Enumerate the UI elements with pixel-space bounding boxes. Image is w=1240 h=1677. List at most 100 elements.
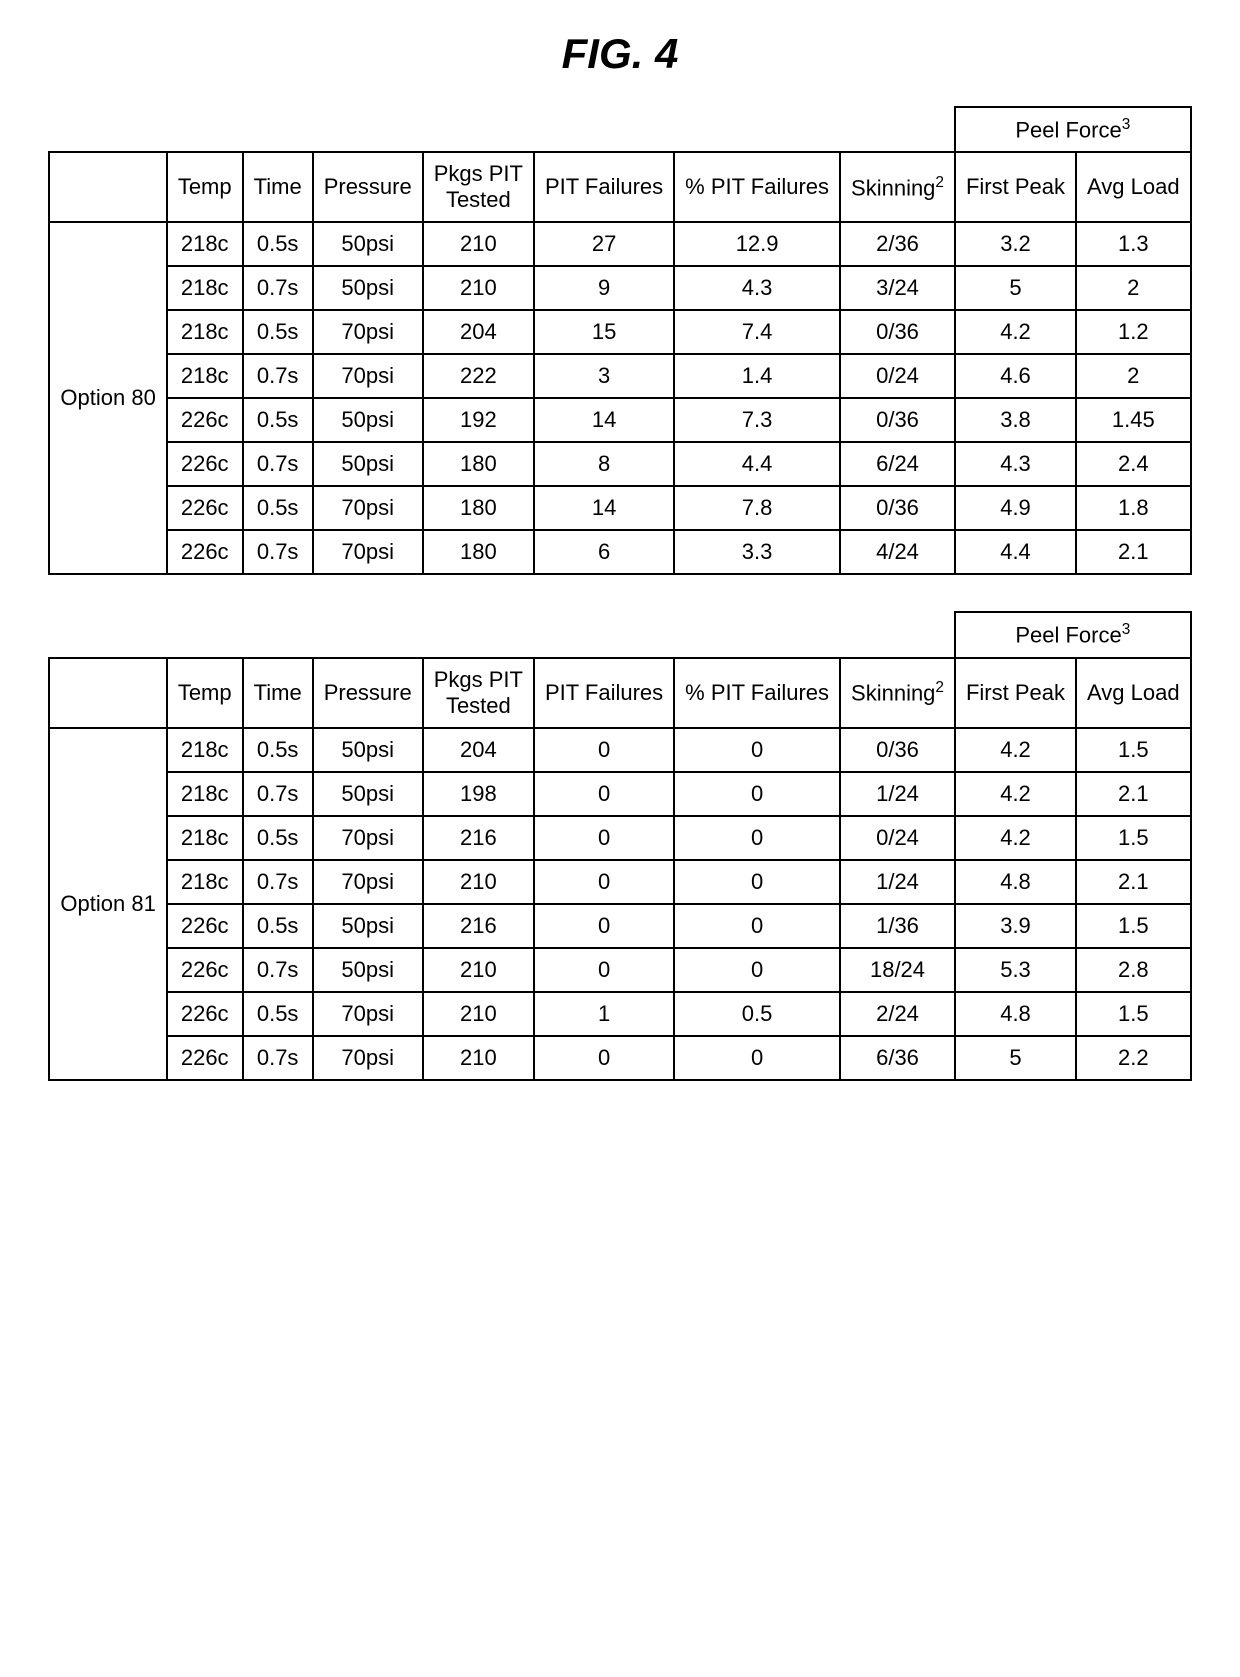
- cell-peak: 5: [955, 266, 1076, 310]
- cell-avg: 2.4: [1076, 442, 1191, 486]
- cell-pkgs: 210: [423, 222, 534, 266]
- cell-pitf: 14: [534, 486, 674, 530]
- blank-header-cell: [49, 107, 955, 152]
- cell-pressure: 70psi: [313, 354, 423, 398]
- cell-pitf: 27: [534, 222, 674, 266]
- option-label: Option 81: [49, 728, 166, 1080]
- table-0: Peel Force3TempTimePressurePkgs PITTeste…: [30, 106, 1210, 575]
- cell-peak: 4.6: [955, 354, 1076, 398]
- cell-skin: 3/24: [840, 266, 955, 310]
- cell-skin: 6/24: [840, 442, 955, 486]
- cell-pressure: 50psi: [313, 904, 423, 948]
- cell-pkgs: 204: [423, 310, 534, 354]
- cell-pct: 0: [674, 948, 840, 992]
- cell-pkgs: 198: [423, 772, 534, 816]
- cell-pitf: 0: [534, 904, 674, 948]
- cell-pitf: 8: [534, 442, 674, 486]
- col-pit_failures: PIT Failures: [534, 658, 674, 728]
- col-pressure: Pressure: [313, 658, 423, 728]
- cell-time: 0.5s: [243, 904, 313, 948]
- cell-pct: 0: [674, 904, 840, 948]
- option-label: Option 80: [49, 222, 166, 574]
- cell-pkgs: 222: [423, 354, 534, 398]
- cell-avg: 1.5: [1076, 816, 1191, 860]
- cell-skin: 6/36: [840, 1036, 955, 1080]
- cell-skin: 0/24: [840, 816, 955, 860]
- cell-peak: 4.8: [955, 992, 1076, 1036]
- cell-peak: 4.2: [955, 772, 1076, 816]
- cell-skin: 0/36: [840, 310, 955, 354]
- col-pct_pit: % PIT Failures: [674, 658, 840, 728]
- tables-container: Peel Force3TempTimePressurePkgs PITTeste…: [30, 106, 1210, 1081]
- cell-pitf: 0: [534, 816, 674, 860]
- cell-skin: 2/36: [840, 222, 955, 266]
- table-row: 218c0.7s50psi198001/244.22.1: [49, 772, 1190, 816]
- cell-temp: 226c: [167, 442, 243, 486]
- cell-skin: 4/24: [840, 530, 955, 574]
- cell-avg: 1.45: [1076, 398, 1191, 442]
- cell-pct: 7.3: [674, 398, 840, 442]
- cell-pkgs: 216: [423, 816, 534, 860]
- cell-pitf: 9: [534, 266, 674, 310]
- cell-time: 0.5s: [243, 486, 313, 530]
- cell-avg: 2.1: [1076, 772, 1191, 816]
- cell-avg: 1.5: [1076, 904, 1191, 948]
- cell-pkgs: 180: [423, 530, 534, 574]
- cell-skin: 18/24: [840, 948, 955, 992]
- cell-time: 0.7s: [243, 266, 313, 310]
- cell-pct: 7.4: [674, 310, 840, 354]
- cell-pressure: 70psi: [313, 486, 423, 530]
- col-pressure: Pressure: [313, 152, 423, 222]
- cell-temp: 218c: [167, 860, 243, 904]
- cell-avg: 1.8: [1076, 486, 1191, 530]
- cell-time: 0.5s: [243, 728, 313, 772]
- col-first_peak: First Peak: [955, 152, 1076, 222]
- cell-pkgs: 210: [423, 860, 534, 904]
- figure-title: FIG. 4: [30, 30, 1210, 78]
- cell-temp: 226c: [167, 486, 243, 530]
- cell-temp: 226c: [167, 530, 243, 574]
- col-pit_failures: PIT Failures: [534, 152, 674, 222]
- table-row: 226c0.5s50psi216001/363.91.5: [49, 904, 1190, 948]
- cell-time: 0.7s: [243, 948, 313, 992]
- cell-pressure: 70psi: [313, 860, 423, 904]
- cell-skin: 1/24: [840, 860, 955, 904]
- col-first_peak: First Peak: [955, 658, 1076, 728]
- table-1: Peel Force3TempTimePressurePkgs PITTeste…: [30, 611, 1210, 1080]
- cell-pkgs: 192: [423, 398, 534, 442]
- table-row: 226c0.5s50psi192147.30/363.81.45: [49, 398, 1190, 442]
- cell-peak: 5.3: [955, 948, 1076, 992]
- cell-avg: 2.8: [1076, 948, 1191, 992]
- cell-pkgs: 216: [423, 904, 534, 948]
- cell-pressure: 70psi: [313, 992, 423, 1036]
- cell-skin: 0/36: [840, 486, 955, 530]
- cell-pct: 12.9: [674, 222, 840, 266]
- table-row: 218c0.7s70psi22231.40/244.62: [49, 354, 1190, 398]
- cell-temp: 226c: [167, 398, 243, 442]
- cell-pressure: 50psi: [313, 398, 423, 442]
- cell-time: 0.7s: [243, 860, 313, 904]
- cell-time: 0.7s: [243, 354, 313, 398]
- col-peel-force: Peel Force3: [955, 107, 1191, 152]
- cell-peak: 4.2: [955, 310, 1076, 354]
- table-row: 226c0.7s50psi18084.46/244.32.4: [49, 442, 1190, 486]
- cell-avg: 2: [1076, 354, 1191, 398]
- cell-pct: 1.4: [674, 354, 840, 398]
- cell-temp: 218c: [167, 310, 243, 354]
- cell-skin: 0/24: [840, 354, 955, 398]
- data-table: Peel Force3TempTimePressurePkgs PITTeste…: [48, 611, 1191, 1080]
- cell-time: 0.5s: [243, 310, 313, 354]
- col-avg_load: Avg Load: [1076, 152, 1191, 222]
- cell-pkgs: 210: [423, 1036, 534, 1080]
- cell-pitf: 3: [534, 354, 674, 398]
- cell-pkgs: 204: [423, 728, 534, 772]
- cell-pitf: 1: [534, 992, 674, 1036]
- cell-peak: 4.9: [955, 486, 1076, 530]
- col-temp: Temp: [167, 658, 243, 728]
- table-row: 226c0.7s70psi210006/3652.2: [49, 1036, 1190, 1080]
- cell-pct: 4.3: [674, 266, 840, 310]
- cell-peak: 4.2: [955, 816, 1076, 860]
- cell-peak: 3.9: [955, 904, 1076, 948]
- col-option: [49, 658, 166, 728]
- col-pkgs: Pkgs PITTested: [423, 152, 534, 222]
